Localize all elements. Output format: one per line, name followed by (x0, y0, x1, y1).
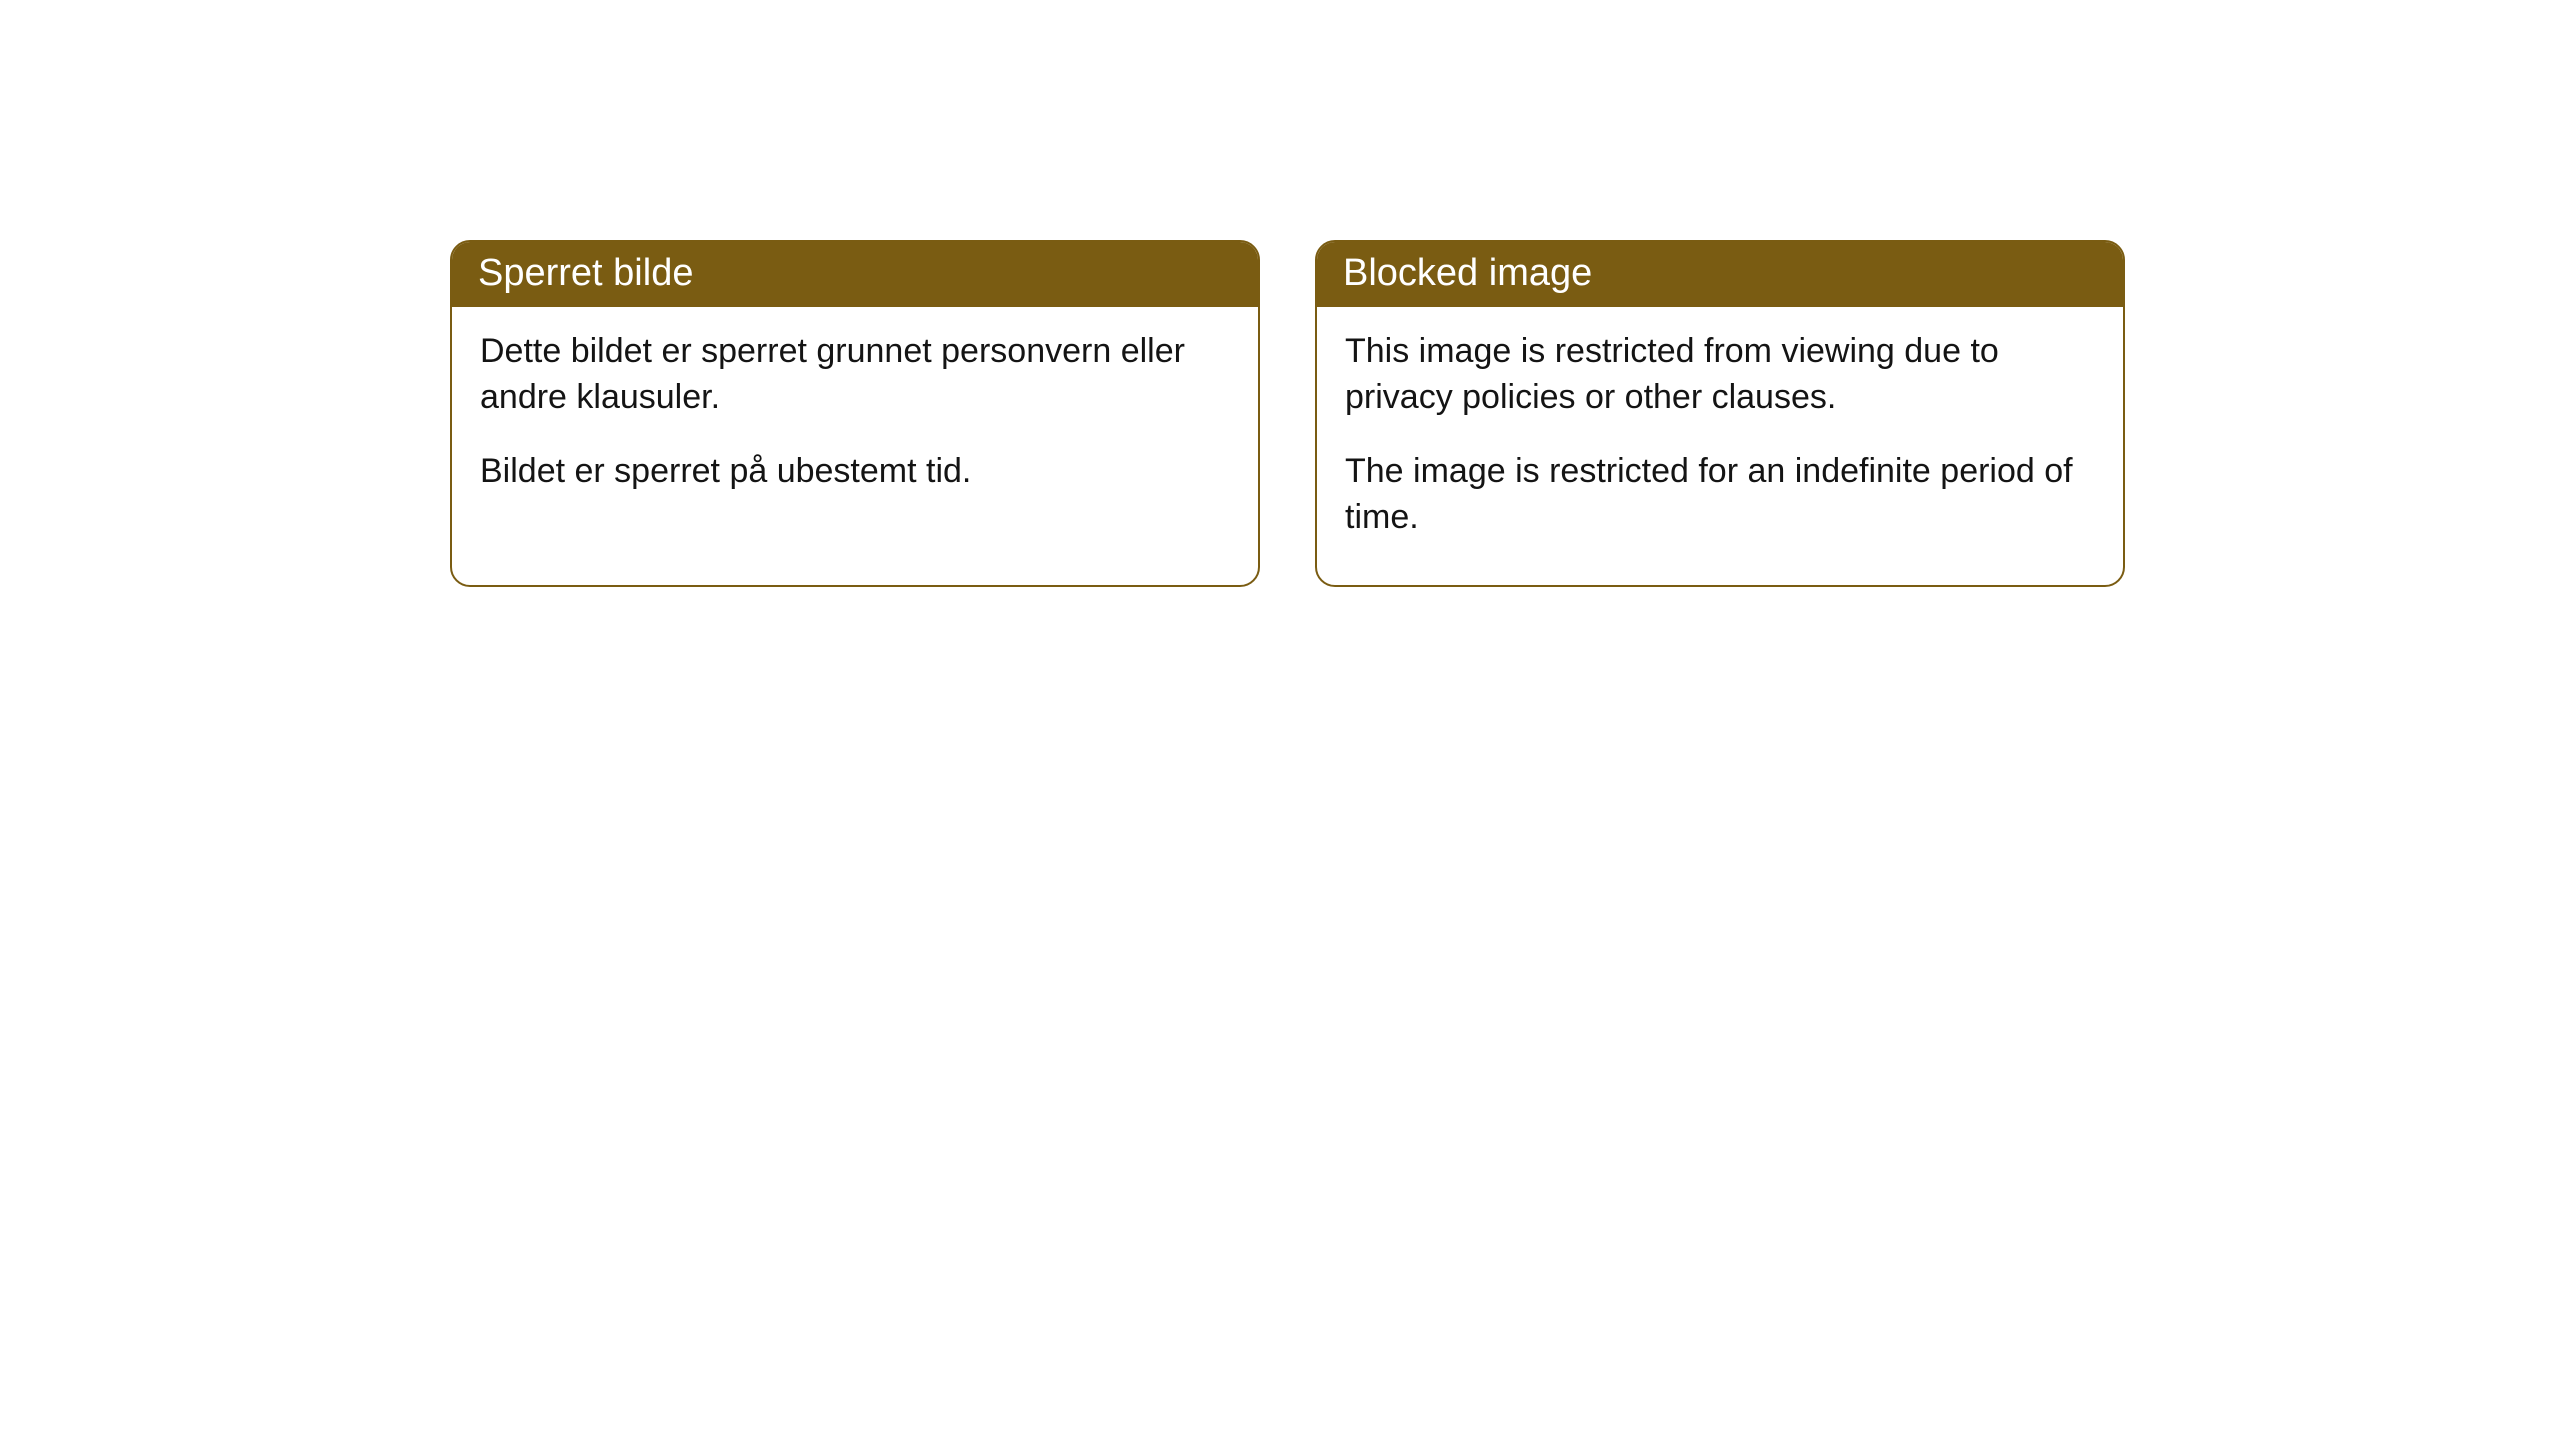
card-header-english: Blocked image (1317, 242, 2123, 307)
card-body-english: This image is restricted from viewing du… (1317, 307, 2123, 585)
card-paragraph: The image is restricted for an indefinit… (1345, 449, 2095, 541)
card-paragraph: This image is restricted from viewing du… (1345, 329, 2095, 421)
notice-card-norwegian: Sperret bilde Dette bildet er sperret gr… (450, 240, 1260, 587)
card-body-norwegian: Dette bildet er sperret grunnet personve… (452, 307, 1258, 539)
notice-cards-container: Sperret bilde Dette bildet er sperret gr… (450, 240, 2125, 587)
card-paragraph: Bildet er sperret på ubestemt tid. (480, 449, 1230, 495)
card-header-norwegian: Sperret bilde (452, 242, 1258, 307)
card-paragraph: Dette bildet er sperret grunnet personve… (480, 329, 1230, 421)
notice-card-english: Blocked image This image is restricted f… (1315, 240, 2125, 587)
